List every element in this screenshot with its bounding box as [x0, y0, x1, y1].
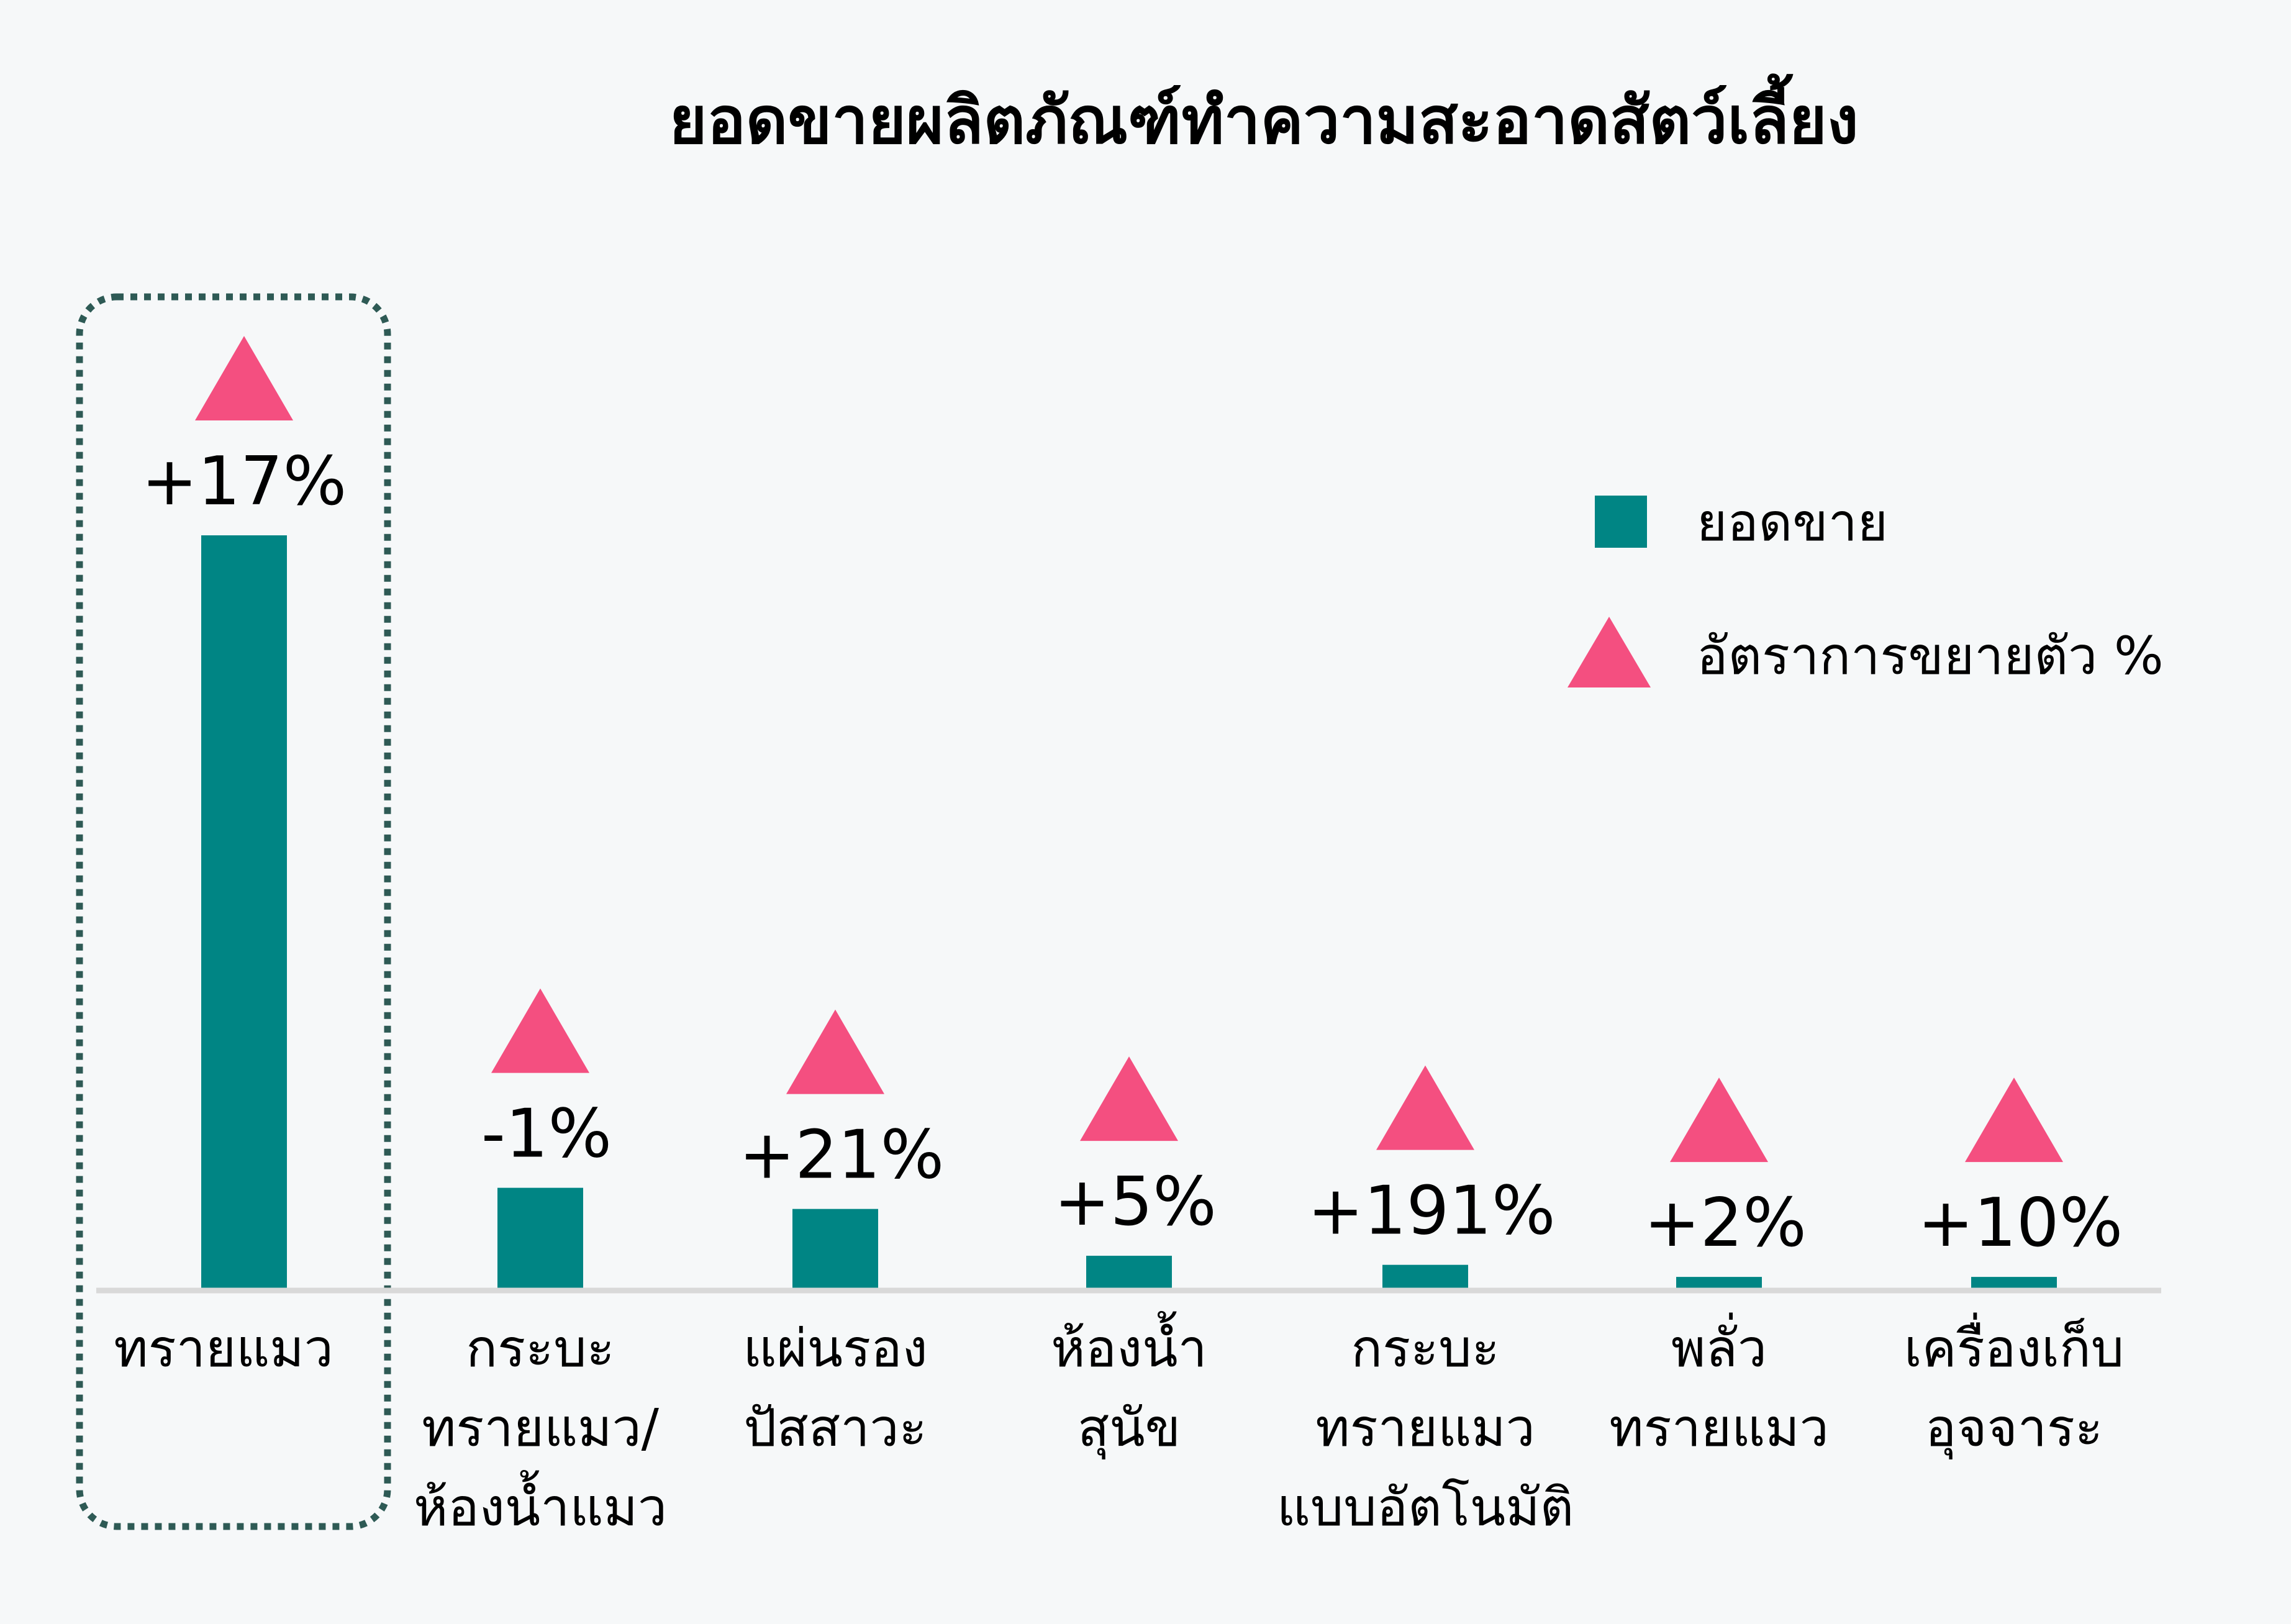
bar-4 — [1382, 1264, 1468, 1291]
category-label-5: พลั่วทรายแมว — [1609, 1312, 1829, 1458]
growth-marker-3 — [1080, 1056, 1178, 1141]
chart-title: ยอดขายผลิตภัณฑ์ทำความสะอาดสัตว์เลี้ยง — [669, 73, 1859, 158]
growth-label-3: +5% — [1054, 1163, 1217, 1241]
category-label-0: ทรายแมว — [114, 1318, 333, 1379]
category-label-2: แผ่นรองปัสสาวะ — [743, 1318, 927, 1458]
growth-label-5: +2% — [1644, 1184, 1807, 1262]
growth-marker-4 — [1376, 1065, 1474, 1150]
growth-marker-1 — [491, 988, 589, 1073]
category-label-1: กระบะทรายแมว/ห้องน้ำแมว — [414, 1318, 667, 1538]
bar-2 — [792, 1209, 878, 1291]
category-label-3: ห้องน้ำสุนัข — [1051, 1311, 1207, 1460]
growth-label-4: +191% — [1307, 1173, 1555, 1250]
growth-marker-0 — [195, 336, 293, 420]
growth-label-0: +17% — [142, 443, 347, 520]
bar-6 — [1971, 1277, 2057, 1291]
legend-marker-growth — [1567, 617, 1651, 687]
bar-1 — [497, 1187, 583, 1291]
growth-label-2: +21% — [739, 1117, 945, 1194]
legend-label-1: อัตราการขยายตัว % — [1697, 625, 2164, 686]
bar-0 — [201, 535, 287, 1291]
legend-label-0: ยอดขาย — [1697, 492, 1888, 553]
bar-5 — [1676, 1277, 1762, 1291]
growth-marker-6 — [1965, 1077, 2063, 1163]
category-label-6: เครื่องเก็บอุจจาระ — [1904, 1312, 2124, 1460]
growth-label-1: -1% — [481, 1096, 612, 1173]
growth-marker-2 — [786, 1009, 884, 1094]
growth-marker-5 — [1670, 1077, 1768, 1163]
category-label-4: กระบะทรายแมวแบบอัตโนมัติ — [1277, 1318, 1574, 1538]
bar-3 — [1086, 1256, 1172, 1291]
growth-label-6: +10% — [1918, 1184, 2123, 1262]
legend-marker-sales — [1595, 496, 1647, 548]
